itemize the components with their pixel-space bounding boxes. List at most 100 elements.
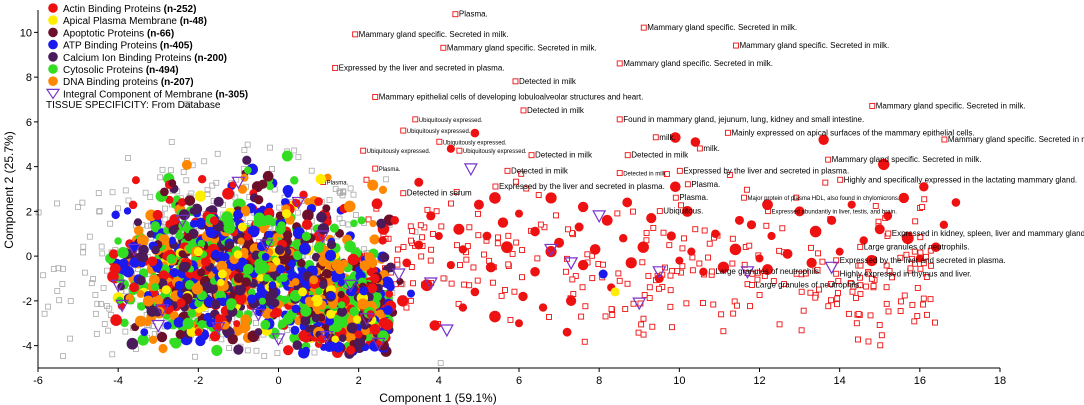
tissue-point [643, 230, 650, 236]
category-point [241, 277, 251, 287]
x-tick-label: -4 [113, 375, 123, 387]
background-point [100, 285, 107, 291]
x-tick-label: 8 [596, 375, 602, 387]
category-point [367, 179, 379, 191]
plot-area [35, 11, 961, 366]
legend-count: (n-305) [215, 89, 248, 100]
membrane-point [391, 268, 406, 282]
annotation-label: Detected in milk [519, 77, 577, 86]
tissue-point [800, 307, 807, 314]
category-point [189, 207, 198, 215]
annotation-label: Ubiquitously expressed. [367, 149, 431, 155]
tissue-point [656, 285, 662, 292]
actin-point [762, 264, 773, 275]
category-point [211, 249, 221, 259]
tissue-point [924, 311, 930, 318]
tissue-point [494, 240, 501, 247]
category-point [226, 302, 235, 311]
tissue-point [710, 301, 717, 308]
tissue-point [865, 270, 872, 277]
background-point [104, 267, 110, 274]
actin-point [625, 257, 637, 269]
category-point [367, 283, 378, 294]
tissue-point [564, 226, 571, 233]
category-point [194, 328, 203, 336]
tissue-point [754, 269, 761, 276]
actin-point [515, 209, 523, 218]
background-point [90, 276, 96, 282]
apical-point [610, 287, 620, 297]
actin-point [835, 247, 844, 256]
tissue-point [793, 270, 800, 277]
tissue-point [870, 283, 877, 290]
membrane-point [463, 163, 478, 177]
annotation-label: Mammary gland specific. Secreted in milk… [876, 101, 1026, 110]
tissue-point [507, 316, 514, 323]
annotation-label: Mammary gland specific. Secreted in milk… [623, 59, 773, 68]
category-point [109, 263, 121, 275]
actin-point [501, 241, 513, 254]
annotation-label: Plasma. [691, 180, 720, 189]
tissue-point [440, 275, 447, 282]
category-point [329, 223, 339, 233]
legend-marker [48, 52, 58, 62]
category-point [260, 319, 271, 330]
background-point [253, 320, 259, 326]
category-point [176, 298, 186, 308]
category-point [165, 195, 174, 204]
category-point [369, 234, 380, 245]
annotated-point [512, 78, 519, 85]
category-point [197, 268, 206, 277]
category-point [350, 219, 358, 228]
tissue-point [409, 227, 416, 234]
actin-point [755, 254, 764, 263]
category-point [276, 264, 286, 274]
actin-point [675, 256, 684, 265]
y-tick-label: 8 [26, 72, 32, 84]
category-point [151, 245, 160, 255]
category-point [268, 281, 277, 289]
category-point [256, 285, 266, 295]
tissue-point [756, 292, 763, 298]
annotation-label: Detected in milk [535, 151, 593, 160]
tissue-point [424, 206, 431, 213]
tissue-point [903, 251, 910, 258]
actin-point [690, 137, 701, 147]
category-point [189, 220, 198, 228]
actin-point [883, 211, 893, 221]
annotated-point [837, 176, 844, 183]
atp-point [598, 269, 608, 279]
tissue-point [914, 284, 921, 291]
category-point [138, 244, 149, 256]
category-point [140, 328, 149, 337]
annotation-label: Detected in milk [623, 172, 667, 178]
tissue-point [734, 302, 740, 309]
annotation-label: Ubiquitously expressed. [419, 118, 483, 124]
annotation-label: Plasma. [459, 10, 488, 19]
actin-point [446, 260, 455, 270]
category-point [209, 216, 219, 225]
tissue-point [868, 275, 875, 282]
tissue-point [646, 295, 653, 301]
tissue-point [457, 262, 463, 268]
category-point [122, 266, 135, 278]
actin-point [489, 192, 501, 204]
category-point [291, 304, 301, 314]
tissue-point [877, 342, 884, 349]
category-point [337, 290, 345, 299]
tissue-point [743, 186, 750, 193]
background-point [226, 345, 233, 352]
annotated-point [456, 147, 463, 154]
tissue-point [812, 294, 819, 301]
annotated-point [733, 42, 739, 49]
category-point [326, 240, 337, 250]
y-tick-label: 2 [26, 206, 32, 218]
tissue-point [505, 232, 512, 239]
y-tick-label: 6 [26, 117, 32, 129]
actin-point [931, 242, 941, 252]
category-point [284, 190, 292, 198]
tissue-point [700, 300, 706, 306]
tissue-point [932, 319, 938, 326]
category-point [133, 218, 143, 227]
actin-point [566, 295, 577, 306]
